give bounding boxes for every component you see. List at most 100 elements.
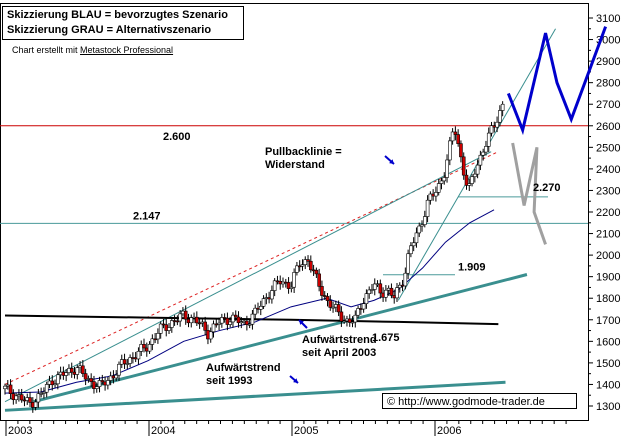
y-tick-label: 2800 (596, 78, 620, 90)
level-label: 2.600 (163, 131, 191, 143)
candle-body (309, 260, 313, 271)
candle-body (225, 317, 230, 325)
y-tick-label: 2300 (596, 185, 620, 197)
candle-body (189, 317, 194, 324)
candle-body (56, 374, 60, 385)
candle-body (236, 316, 241, 324)
candle-body (498, 110, 502, 123)
level-label: 1.675 (372, 332, 400, 344)
candle-body (211, 323, 216, 333)
y-tick-label: 2500 (596, 142, 620, 154)
candle-body (195, 316, 199, 324)
candle-body (364, 293, 369, 304)
candle-body (258, 305, 263, 310)
candle-body (356, 308, 360, 316)
candle-body (247, 323, 252, 326)
candle-body (450, 131, 455, 142)
level-label: 2.270 (533, 182, 561, 194)
candle-body (128, 357, 132, 364)
candle-body (245, 320, 249, 325)
candle-body (300, 264, 305, 267)
candle-body (370, 289, 374, 291)
candle-body (250, 313, 255, 325)
candle-body (125, 363, 130, 365)
scenario-blue (506, 26, 608, 136)
candle-body (203, 321, 207, 331)
y-tick-label: 2000 (596, 250, 620, 262)
candle-body (459, 143, 463, 158)
candle-body (317, 273, 321, 287)
candle-body (36, 393, 41, 403)
candle-body (322, 295, 327, 297)
candle-body (325, 296, 330, 301)
plot-frame (0, 3, 589, 421)
candle-body (320, 286, 324, 296)
candle-body (445, 159, 449, 178)
y-tick-label: 1600 (596, 336, 620, 348)
candle-body (384, 289, 388, 298)
level-label: 1.909 (458, 262, 486, 274)
candle-body (436, 183, 441, 193)
candle-body (331, 306, 335, 309)
candle-body (100, 380, 105, 383)
trendline-upper_channel (4, 151, 492, 403)
credit-prefix: Chart erstellt mit (12, 45, 81, 55)
candle-body (289, 286, 294, 289)
candle-body (361, 303, 366, 310)
x-tick-label: 2005 (294, 425, 318, 437)
x-tick-label: 2004 (151, 425, 175, 437)
candle-body (208, 331, 213, 340)
candle-body (28, 397, 32, 403)
y-tick-label: 1700 (596, 315, 620, 327)
candle-body (39, 393, 43, 395)
trendline-uptrend_1993 (4, 380, 506, 412)
x-tick-label: 2003 (8, 425, 32, 437)
candle-body (428, 193, 433, 201)
candle-body (339, 311, 344, 322)
candle-body (53, 383, 57, 386)
y-tick-label: 1900 (596, 272, 620, 284)
candle-body (142, 344, 146, 349)
scenario-grey (511, 142, 547, 245)
candle-body (489, 125, 494, 134)
annotation-pullback: Pullbacklinie = Widerstand (265, 146, 342, 172)
candle-body (286, 282, 291, 289)
candle-body (42, 391, 46, 394)
arrow-uptrend-2003-head (299, 320, 304, 325)
candle-body (425, 199, 430, 217)
y-tick-label: 2400 (596, 164, 620, 176)
candle-body (406, 253, 410, 274)
credit-link[interactable]: Metastock Professional (80, 45, 174, 55)
candle-body (350, 321, 355, 324)
chart-credit: Chart erstellt mit Metastock Professiona… (12, 45, 173, 55)
candle-body (114, 374, 119, 379)
legend-grey-scenario: Skizzierung GRAU = Alternativszenario (7, 24, 212, 36)
candle-body (64, 372, 68, 376)
y-tick-label: 2700 (596, 99, 620, 111)
candle-body (295, 265, 299, 273)
trendline-steep_channel (397, 28, 556, 301)
candle-body (395, 287, 399, 299)
legend-blue-scenario: Skizzierung BLAU = bevorzugtes Szenario (7, 9, 228, 21)
candle-body (233, 314, 238, 318)
y-tick-label: 2100 (596, 229, 620, 241)
candle-body (167, 327, 171, 331)
candle-body (83, 373, 88, 380)
candle-body (153, 338, 157, 341)
candle-body (464, 174, 469, 186)
candle-body (8, 384, 13, 394)
candle-body (484, 146, 488, 153)
candle-body (453, 131, 458, 135)
candle-body (270, 290, 274, 300)
candle-body (409, 245, 413, 255)
candle-body (367, 289, 371, 294)
candle-body (261, 298, 266, 307)
candle-body (222, 317, 227, 319)
candle-body (495, 121, 499, 128)
candle-body (353, 314, 358, 323)
copyright-box[interactable]: © http://www.godmode-trader.de (382, 393, 577, 409)
candle-body (19, 394, 24, 401)
y-tick-label: 1500 (596, 358, 620, 370)
